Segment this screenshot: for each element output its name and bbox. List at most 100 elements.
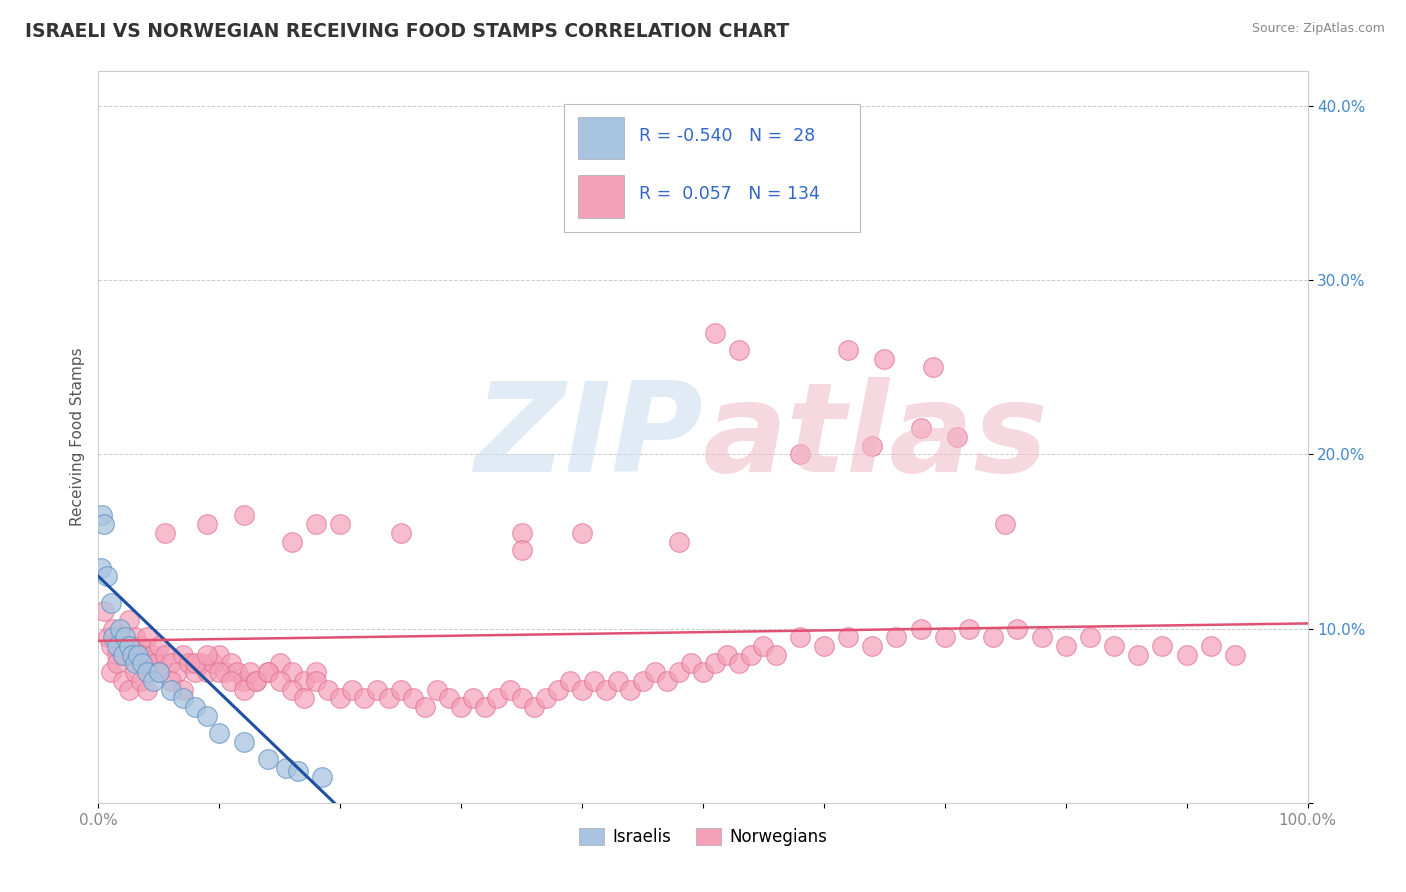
Point [921, 360, 943, 375]
Point [148, 665, 170, 680]
Point [195, 648, 218, 662]
Point [232, 673, 254, 688]
Point [153, 525, 176, 540]
Point [873, 351, 896, 366]
Point [342, 682, 364, 697]
Point [377, 691, 399, 706]
Point [105, 657, 128, 671]
Point [172, 691, 194, 706]
Point [329, 691, 352, 706]
Point [138, 657, 160, 671]
Point [105, 639, 128, 653]
Point [145, 657, 167, 671]
Point [281, 682, 304, 697]
Point [118, 613, 141, 627]
Point [704, 326, 727, 340]
Point [114, 631, 136, 645]
Point [129, 639, 152, 653]
Point [752, 639, 775, 653]
Point [366, 682, 388, 697]
Point [316, 682, 339, 697]
Point [131, 657, 153, 671]
Point [114, 639, 136, 653]
Point [450, 700, 472, 714]
Point [800, 203, 823, 218]
Point [534, 691, 557, 706]
Point [101, 622, 124, 636]
Point [329, 517, 352, 532]
Point [1199, 639, 1222, 653]
Point [190, 657, 212, 671]
Point [124, 665, 146, 680]
Point [111, 648, 134, 662]
Point [108, 631, 131, 645]
Point [679, 657, 702, 671]
Point [111, 673, 134, 688]
FancyBboxPatch shape [578, 117, 624, 159]
FancyBboxPatch shape [578, 175, 624, 218]
Text: atlas: atlas [703, 376, 1049, 498]
Point [142, 648, 165, 662]
Point [292, 673, 315, 688]
Point [655, 673, 678, 688]
Point [994, 517, 1017, 532]
Point [1007, 622, 1029, 636]
Point [221, 673, 243, 688]
Point [619, 682, 641, 697]
Point [595, 682, 617, 697]
Point [547, 682, 569, 697]
Point [1078, 631, 1101, 645]
Point [100, 665, 122, 680]
Point [353, 691, 375, 706]
Point [134, 648, 156, 662]
Point [1031, 631, 1053, 645]
Point [111, 648, 134, 662]
Point [221, 657, 243, 671]
Point [510, 691, 533, 706]
Point [101, 631, 124, 645]
Point [402, 691, 425, 706]
Point [91, 508, 114, 523]
Point [90, 560, 112, 574]
Point [510, 525, 533, 540]
Point [837, 343, 859, 357]
Point [789, 448, 811, 462]
Point [208, 665, 231, 680]
Point [195, 517, 218, 532]
Point [437, 691, 460, 706]
Point [728, 343, 751, 357]
Point [426, 682, 449, 697]
Point [716, 648, 738, 662]
Point [232, 735, 254, 749]
Point [245, 673, 267, 688]
Point [195, 708, 218, 723]
Text: ZIP: ZIP [474, 376, 703, 498]
Point [523, 700, 546, 714]
Point [1175, 648, 1198, 662]
Point [692, 665, 714, 680]
Point [179, 657, 201, 671]
Point [160, 657, 183, 671]
Point [860, 439, 883, 453]
Point [202, 657, 225, 671]
Point [142, 673, 165, 688]
Y-axis label: Receiving Food Stamps: Receiving Food Stamps [69, 348, 84, 526]
Point [311, 770, 333, 784]
Point [413, 700, 436, 714]
Point [981, 631, 1004, 645]
Point [287, 764, 309, 779]
Point [127, 648, 149, 662]
Point [184, 700, 207, 714]
Point [668, 534, 690, 549]
Point [1102, 639, 1125, 653]
Point [910, 622, 932, 636]
Point [498, 682, 520, 697]
Point [269, 673, 291, 688]
Text: Source: ZipAtlas.com: Source: ZipAtlas.com [1251, 22, 1385, 36]
Point [226, 665, 249, 680]
Point [571, 525, 593, 540]
Point [232, 682, 254, 697]
Point [474, 700, 496, 714]
Point [148, 639, 170, 653]
Point [121, 639, 143, 653]
